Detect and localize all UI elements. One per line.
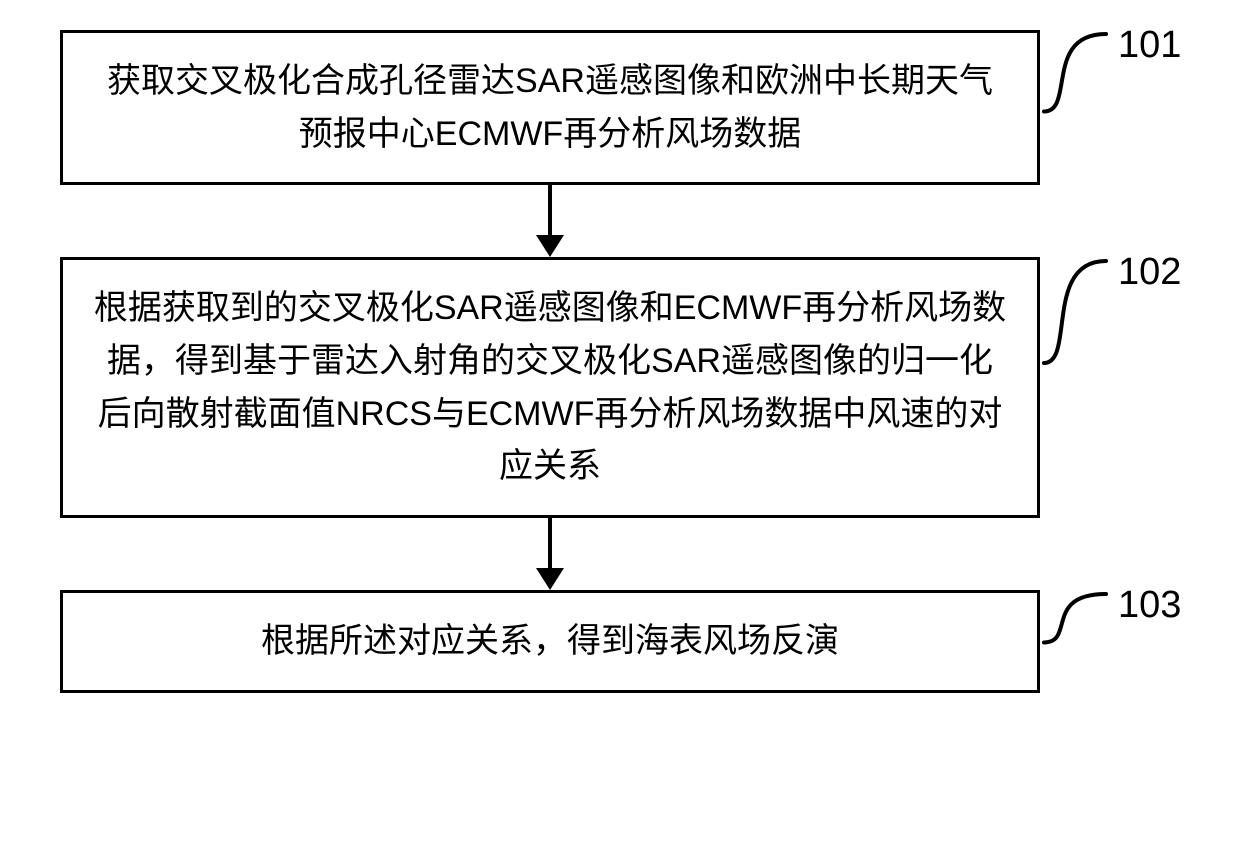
arrow-head-icon: [536, 235, 564, 257]
step-box-101: 获取交叉极化合成孔径雷达SAR遥感图像和欧洲中长期天气预报中心ECMWF再分析风…: [60, 30, 1040, 185]
step-box-102: 根据获取到的交叉极化SAR遥感图像和ECMWF再分析风场数据，得到基于雷达入射角…: [60, 257, 1040, 518]
step-box-103: 根据所述对应关系，得到海表风场反演: [60, 590, 1040, 693]
flowchart: 获取交叉极化合成孔径雷达SAR遥感图像和欧洲中长期天气预报中心ECMWF再分析风…: [60, 30, 1040, 693]
arrow-shaft: [548, 518, 552, 568]
bracket-102: [1040, 257, 1110, 367]
arrow-shaft: [548, 185, 552, 235]
arrow-head-icon: [536, 568, 564, 590]
step-label-101: 101: [1118, 24, 1181, 67]
bracket-103: [1040, 590, 1110, 646]
bracket-101: [1040, 30, 1110, 115]
step-label-103: 103: [1118, 584, 1181, 627]
step-label-102: 102: [1118, 251, 1181, 294]
